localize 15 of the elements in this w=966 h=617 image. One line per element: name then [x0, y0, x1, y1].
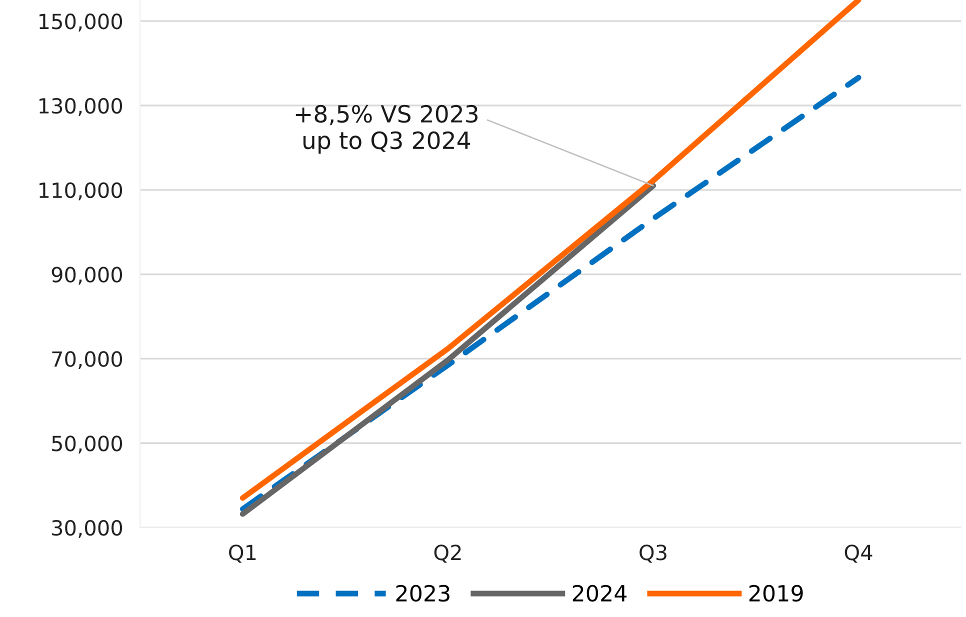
x-tick-label: Q2 [434, 544, 461, 563]
legend-label: 2024 [572, 584, 627, 602]
y-tick-label: 30,000 [52, 520, 122, 538]
y-tick-label: 90,000 [52, 266, 122, 285]
x-tick-label: Q1 [229, 544, 256, 563]
x-tick-label: Q4 [844, 544, 872, 563]
y-tick-label: 130,000 [40, 98, 122, 116]
legend-label: 2023 [396, 584, 450, 602]
annotation: +8,5% VS 2023 up to Q3 2024 [296, 104, 478, 154]
legend-label: 2019 [749, 584, 803, 602]
y-tick-label: 150,000 [40, 14, 122, 32]
y-tick-label: 70,000 [52, 351, 122, 370]
y-tick-label: 110,000 [40, 182, 122, 200]
y-tick-label: 50,000 [52, 436, 122, 454]
x-tick-label: Q3 [640, 544, 666, 563]
